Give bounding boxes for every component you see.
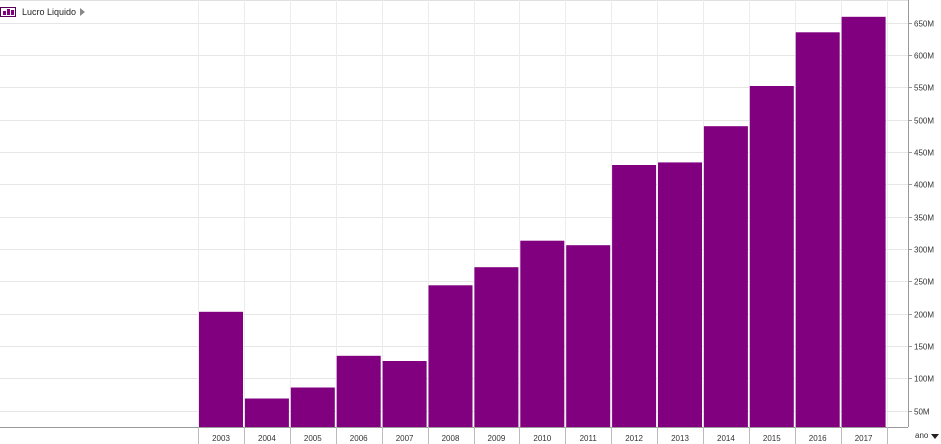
x-tick-label: 2003 — [212, 434, 230, 443]
y-tick-label: 150M — [914, 343, 934, 352]
x-tick-label: 2010 — [533, 434, 551, 443]
y-tick-label: 600M — [914, 52, 934, 61]
bar-chart-icon — [0, 7, 16, 17]
x-tick-label: 2008 — [442, 434, 460, 443]
x-tick-label: 2011 — [580, 434, 598, 443]
bar — [382, 361, 427, 427]
bar — [658, 162, 702, 427]
x-tick-label: 2007 — [396, 434, 414, 443]
y-tick-label: 100M — [914, 375, 934, 384]
y-tick-label: 650M — [914, 20, 934, 29]
y-tick-label: 400M — [914, 181, 934, 190]
bar — [474, 267, 519, 427]
bar — [841, 16, 886, 428]
y-tick-label: 50M — [914, 408, 930, 417]
y-tick-label: 200M — [914, 311, 934, 320]
y-tick-label: 500M — [914, 117, 934, 126]
bar — [520, 240, 565, 427]
bar — [428, 285, 473, 427]
legend-label: Lucro Liquido — [22, 7, 77, 17]
legend[interactable]: Lucro Liquido — [0, 5, 86, 19]
bar — [795, 32, 840, 428]
x-tick-label: 2009 — [488, 434, 506, 443]
x-tick-label: 2015 — [763, 434, 781, 443]
bar — [749, 86, 794, 427]
x-tick-label: 2014 — [717, 434, 735, 443]
x-tick-label: 2016 — [809, 434, 827, 443]
x-axis-menu[interactable]: ano — [915, 431, 940, 440]
bar — [290, 387, 335, 427]
bar — [244, 398, 289, 427]
bar — [199, 311, 243, 427]
x-tick-label: 2006 — [350, 434, 368, 443]
bar — [612, 165, 657, 427]
x-tick-label: 2005 — [304, 434, 322, 443]
x-tick-label: 2012 — [625, 434, 643, 443]
y-tick-label: 550M — [914, 84, 934, 93]
x-axis-menu-label: ano — [915, 431, 929, 440]
y-tick-label: 300M — [914, 246, 934, 255]
x-tick-label: 2017 — [855, 434, 873, 443]
bar — [566, 245, 611, 427]
y-tick-label: 350M — [914, 214, 934, 223]
bar — [336, 355, 381, 427]
bar — [703, 126, 748, 427]
caret-down-icon — [931, 433, 940, 439]
x-tick-label: 2013 — [671, 434, 689, 443]
x-tick-label: 2004 — [258, 434, 276, 443]
y-tick-label: 450M — [914, 149, 934, 158]
y-tick-label: 250M — [914, 278, 934, 287]
legend-expand-arrow-icon[interactable] — [80, 8, 86, 16]
